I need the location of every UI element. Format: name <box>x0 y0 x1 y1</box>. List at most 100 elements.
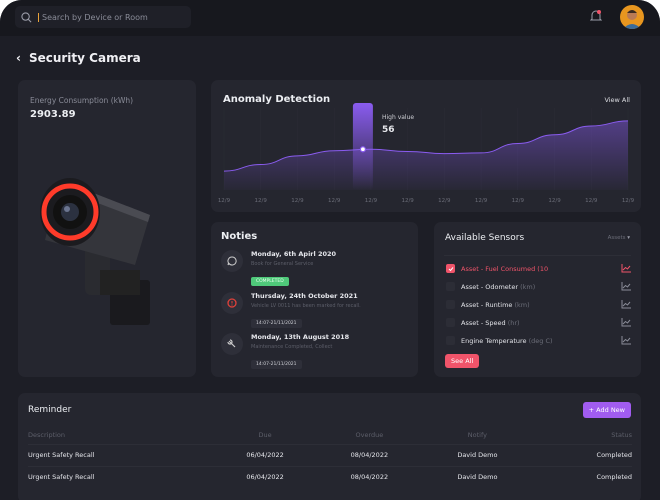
notie-item[interactable]: Monday, 6th Apirl 2020 Book for General S… <box>221 250 336 286</box>
table-row[interactable]: Urgent Safety Recall 06/04/2022 08/04/2022… <box>28 443 632 466</box>
sensor-item[interactable]: Asset - Speed (hr) <box>446 318 631 327</box>
sensor-name: Asset - Fuel Consumed (10 <box>461 264 549 273</box>
notie-desc: Book for General Service <box>251 261 314 267</box>
column-header: Due <box>258 431 272 440</box>
assets-dropdown-value: Assets <box>607 235 626 241</box>
x-tick-label: 12/9 <box>548 198 561 204</box>
trend-chart-icon[interactable] <box>621 318 631 327</box>
energy-label: Energy Consumption (kWh) <box>30 96 134 105</box>
sensors-title: Available Sensors <box>445 233 525 243</box>
wrench-icon <box>221 333 243 355</box>
table-cell: 08/04/2022 <box>317 443 422 466</box>
sensor-item[interactable]: Asset - Fuel Consumed (10 <box>446 264 631 273</box>
alert-icon <box>221 292 243 314</box>
noties-title: Noties <box>221 231 258 242</box>
anomaly-chart: 12/9 12/9 12/9 12/9 12/9 12/9 12/9 12/9 12/9 12/9… <box>218 103 635 204</box>
sensor-unit: (km) <box>514 300 530 309</box>
sensor-name: Asset - Odometer <box>461 282 519 291</box>
sensor-item[interactable]: Engine Temperature (deg C) <box>446 336 631 345</box>
time-badge: 14:07-21/11/2021 <box>251 360 302 369</box>
time-badge: 14:07-21/11/2021 <box>251 319 302 328</box>
checkbox[interactable] <box>446 318 455 327</box>
column-header: Status <box>611 431 632 440</box>
sensor-name: Asset - Speed <box>461 318 506 327</box>
column-header: Overdue <box>355 431 384 440</box>
table-cell: Urgent Safety Recall <box>28 443 213 466</box>
trend-chart-icon[interactable] <box>621 264 631 273</box>
assets-dropdown[interactable]: Assets ▾ <box>608 235 630 241</box>
x-tick-label: 12/9 <box>218 198 231 204</box>
chevron-left-icon[interactable]: ‹ <box>16 51 21 65</box>
table-cell: Urgent Safety Recall <box>28 465 213 488</box>
x-tick-label: 12/9 <box>401 198 414 204</box>
noties-card: Noties Monday, 6th Apirl 2020 Book for Ge… <box>211 222 418 377</box>
trend-chart-icon[interactable] <box>621 282 631 291</box>
add-new-button[interactable]: + Add New <box>582 402 631 418</box>
anomaly-title: Anomaly Detection <box>223 94 331 105</box>
sensor-item[interactable]: Asset - Odometer (km) <box>446 282 631 291</box>
table-cell: 06/04/2022 <box>212 443 318 466</box>
x-tick-label: 12/9 <box>255 198 268 204</box>
top-bar <box>0 0 660 36</box>
x-tick-label: 12/9 <box>291 198 304 204</box>
table-row[interactable]: Urgent Safety Recall 06/04/2022 08/04/2022… <box>28 465 632 488</box>
page-header: ‹ Security Camera <box>16 51 141 65</box>
page-title: Security Camera <box>28 51 141 65</box>
sensor-unit: (hr) <box>507 318 520 327</box>
table-cell: Completed <box>533 443 632 466</box>
notie-date: Monday, 6th Apirl 2020 <box>251 250 337 258</box>
checkbox[interactable] <box>446 336 455 345</box>
security-camera-image <box>40 178 150 325</box>
table-cell: David Demo <box>421 465 534 488</box>
x-tick-label: 12/9 <box>622 198 635 204</box>
user-avatar[interactable] <box>620 5 644 29</box>
table-cell: 08/04/2022 <box>317 465 422 488</box>
bell-icon[interactable] <box>590 9 602 23</box>
x-tick-label: 12/9 <box>328 198 341 204</box>
reminder-table: Description Due Overdue Notify Status Urgent … <box>28 427 632 488</box>
sensor-name: Asset - Runtime <box>461 300 513 309</box>
sensor-name: Engine Temperature <box>461 336 527 345</box>
trend-chart-icon[interactable] <box>621 336 631 345</box>
notie-date: Monday, 13th August 2018 <box>251 333 350 341</box>
search-box[interactable] <box>15 6 191 28</box>
table-cell: Completed <box>533 465 632 488</box>
x-tick-label: 12/9 <box>475 198 488 204</box>
view-all-link[interactable]: View All <box>604 96 630 104</box>
notie-item[interactable]: Monday, 13th August 2018 Maintenance Comp… <box>221 333 349 369</box>
x-tick-label: 12/9 <box>438 198 451 204</box>
sensor-unit: (km) <box>520 282 536 291</box>
notie-item[interactable]: Thursday, 24th October 2021 Vehicle LV 00… <box>221 292 361 328</box>
trend-chart-icon[interactable] <box>621 300 631 309</box>
anomaly-card: Anomaly Detection View All 12/9 12/9 12/9 1… <box>211 80 641 212</box>
reminder-title: Reminder <box>28 405 72 415</box>
x-tick-label: 12/9 <box>585 198 598 204</box>
search-icon <box>21 11 32 22</box>
table-cell: David Demo <box>421 443 534 466</box>
energy-value: 2903.89 <box>30 109 76 120</box>
tooltip-value: 56 <box>382 125 395 135</box>
x-tick-label: 12/9 <box>512 198 525 204</box>
notie-date: Thursday, 24th October 2021 <box>251 292 358 300</box>
sensor-item[interactable]: Asset - Runtime (km) <box>446 300 631 309</box>
table-cell: 06/04/2022 <box>212 465 318 488</box>
checkbox[interactable] <box>446 264 455 273</box>
notie-desc: Maintenance Completed, Collect <box>251 344 333 350</box>
column-header: Notify <box>467 431 487 440</box>
device-card: Energy Consumption (kWh) 2903.89 <box>18 80 196 377</box>
sensor-unit: (deg C) <box>528 336 553 345</box>
checkbox[interactable] <box>446 300 455 309</box>
checkbox[interactable] <box>446 282 455 291</box>
area-fill <box>224 120 628 190</box>
see-all-button[interactable]: See All <box>445 354 480 368</box>
highlight-point[interactable] <box>359 146 367 153</box>
column-header: Description <box>28 431 66 440</box>
status-badge: COMPLETED <box>251 277 289 286</box>
sensors-card: Available Sensors Assets ▾ Asset - Fuel … <box>434 222 641 377</box>
caret-down-icon: ▾ <box>627 235 630 241</box>
series-line <box>223 120 629 172</box>
divider <box>444 255 631 256</box>
notie-desc: Vehicle LV 0011 has been marked for reca… <box>251 303 361 309</box>
search-input[interactable] <box>38 12 178 22</box>
